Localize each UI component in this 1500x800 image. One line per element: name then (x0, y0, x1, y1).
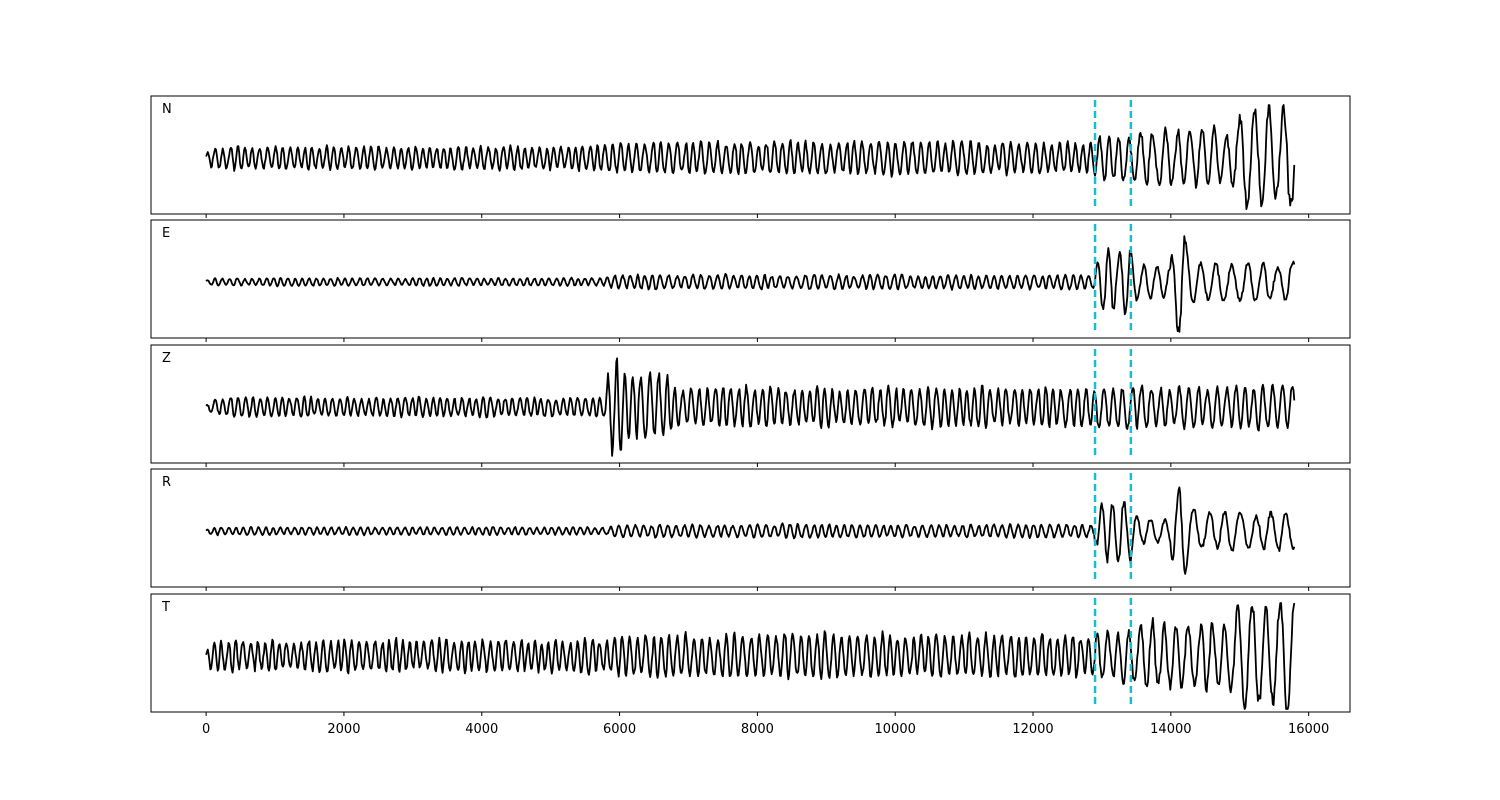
x-tick-label: 14000 (1150, 722, 1191, 737)
panel-label: R (162, 475, 171, 490)
panel-label: Z (162, 351, 171, 366)
x-tick-label: 0 (202, 722, 210, 737)
panel-z: Z (150, 344, 1351, 467)
panel-label: T (161, 600, 170, 615)
panel-frame (150, 219, 1351, 339)
trace-z (205, 357, 1296, 457)
trace-e (205, 235, 1296, 333)
x-tick-label: 10000 (875, 722, 916, 737)
trace-n (205, 104, 1296, 211)
x-tick-label: 16000 (1288, 722, 1329, 737)
panel-frame (150, 95, 1351, 215)
panel-r: R (150, 468, 1351, 591)
panel-frame (150, 344, 1351, 464)
panel-e: E (150, 219, 1351, 342)
panel-label: E (162, 226, 170, 241)
trace-r (205, 486, 1296, 575)
x-tick-label: 8000 (741, 722, 774, 737)
panel-t: T (150, 593, 1351, 716)
trace-t (205, 602, 1296, 710)
x-tick-label: 12000 (1012, 722, 1053, 737)
panel-n: N (150, 95, 1351, 218)
x-tick-label: 2000 (327, 722, 360, 737)
panel-frame (150, 468, 1351, 588)
panel-frame (150, 593, 1351, 713)
x-tick-label: 6000 (603, 722, 636, 737)
x-tick-label: 4000 (465, 722, 498, 737)
panel-label: N (162, 102, 172, 117)
